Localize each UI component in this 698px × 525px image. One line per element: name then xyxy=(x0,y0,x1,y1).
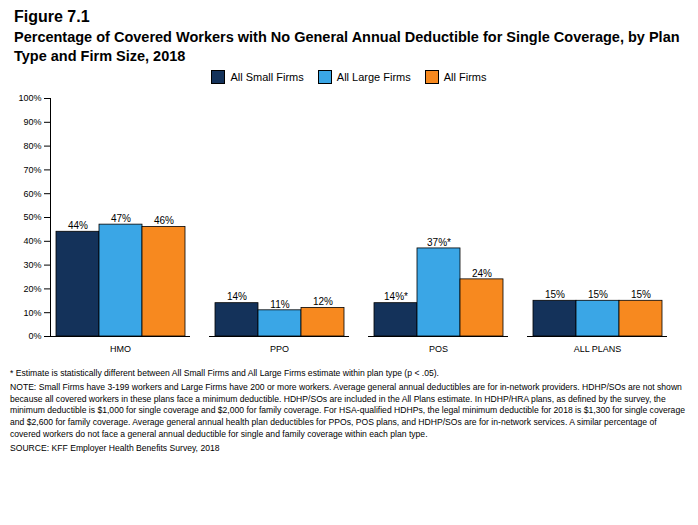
svg-text:90%: 90% xyxy=(23,117,41,127)
svg-text:12%: 12% xyxy=(313,296,333,307)
svg-text:46%: 46% xyxy=(154,215,174,226)
svg-text:ALL PLANS: ALL PLANS xyxy=(574,344,622,354)
html-text:* Estimate is statistically di: * Estimate is statistically different be… xyxy=(10,367,439,378)
svg-text:80%: 80% xyxy=(23,141,41,151)
svg-text:PPO: PPO xyxy=(270,344,289,354)
svg-text:50%: 50% xyxy=(23,212,41,222)
svg-text:15%: 15% xyxy=(631,289,651,300)
svg-text:10%: 10% xyxy=(23,307,41,317)
svg-text:POS: POS xyxy=(429,344,448,354)
html-text:SOURCE: KFF Employer Health Be: SOURCE: KFF Employer Health Benefits Sur… xyxy=(10,443,220,454)
svg-text:60%: 60% xyxy=(23,188,41,198)
html-text:All Small Firms: All Small Firms xyxy=(230,70,304,83)
svg-text:15%: 15% xyxy=(545,289,565,300)
svg-text:0%: 0% xyxy=(28,331,41,341)
svg-text:47%: 47% xyxy=(111,213,131,224)
html-text:All Firms: All Firms xyxy=(443,70,487,83)
svg-text:11%: 11% xyxy=(270,298,289,309)
svg-text:15%: 15% xyxy=(588,289,608,300)
svg-text:24%: 24% xyxy=(472,267,492,278)
svg-text:14%: 14% xyxy=(227,291,247,302)
svg-text:44%: 44% xyxy=(68,220,88,231)
svg-text:70%: 70% xyxy=(23,164,41,174)
svg-text:30%: 30% xyxy=(23,260,41,270)
svg-text:20%: 20% xyxy=(23,283,41,293)
html-text:Percentage of Covered Workers: Percentage of Covered Workers with No Ge… xyxy=(14,29,680,64)
svg-text:HMO: HMO xyxy=(110,344,131,354)
html-text:Figure 7.1: Figure 7.1 xyxy=(14,8,90,25)
svg-text:37%*: 37%* xyxy=(427,236,451,247)
svg-text:100%: 100% xyxy=(18,93,41,103)
html-text:All Large Firms: All Large Firms xyxy=(336,70,411,83)
html-text:NOTE: Small Firms have 3-199 w: NOTE: Small Firms have 3-199 workers and… xyxy=(10,382,685,439)
svg-text:14%*: 14%* xyxy=(384,291,408,302)
svg-text:40%: 40% xyxy=(23,236,41,246)
